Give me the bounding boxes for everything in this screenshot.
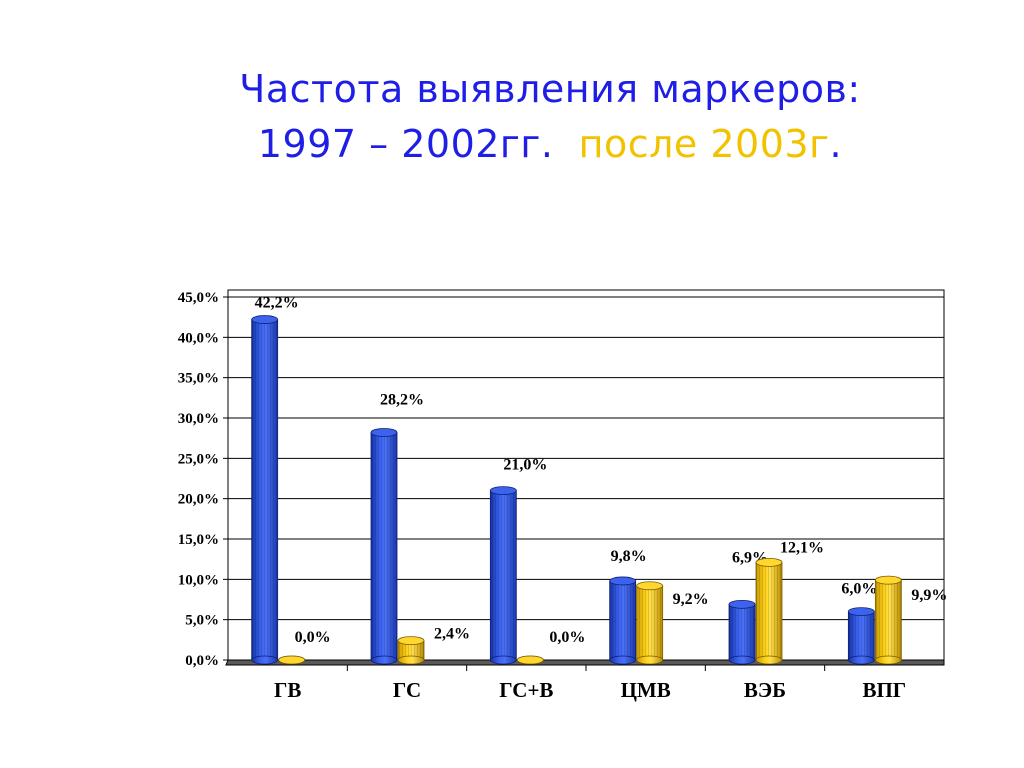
- bar-texture: [251, 319, 278, 660]
- bar-base: [251, 655, 279, 665]
- bar-texture: [636, 585, 663, 660]
- bar-cap: [397, 636, 425, 646]
- title-period-dot: .: [829, 122, 843, 166]
- bar-cap: [370, 428, 398, 437]
- data-label: 12,1%: [780, 539, 824, 556]
- data-label: 9,8%: [611, 548, 647, 565]
- y-tick-label: 30,0%: [178, 411, 219, 427]
- plot-border: [227, 289, 945, 661]
- y-tick-label: 5,0%: [185, 613, 219, 629]
- chart-floor: [225, 659, 945, 666]
- bar-texture: [848, 611, 875, 660]
- bar-cap: [489, 486, 517, 496]
- x-category-label: ВЭБ: [744, 678, 786, 702]
- x-category-label: ГС: [393, 678, 421, 702]
- bar-cap: [728, 599, 756, 609]
- bar-texture: [490, 490, 517, 660]
- title-period-old: 1997 – 2002гг.: [257, 122, 554, 166]
- bar-texture: [398, 640, 424, 660]
- data-label: 2,4%: [434, 626, 470, 643]
- data-label: 42,2%: [255, 295, 299, 312]
- bar-base: [728, 655, 756, 665]
- chart-title: Частота выявления маркеров: 1997 – 2002г…: [0, 62, 1024, 172]
- bar-cap: [874, 575, 902, 585]
- bar-base: [847, 655, 875, 665]
- y-tick-label: 35,0%: [178, 371, 219, 387]
- bar-texture: [609, 580, 636, 660]
- y-tick-label: 0,0%: [185, 653, 219, 669]
- bar-base: [636, 655, 664, 665]
- bar-texture: [756, 562, 782, 660]
- x-category-label: ЦМВ: [621, 678, 671, 702]
- data-label: 28,2%: [380, 392, 424, 409]
- data-label: 9,2%: [673, 591, 709, 608]
- bar-base: [609, 655, 637, 665]
- y-tick-label: 20,0%: [178, 492, 219, 508]
- data-label: 6,0%: [841, 581, 877, 598]
- bar-cap: [251, 315, 279, 324]
- y-tick-label: 10,0%: [178, 572, 219, 588]
- plot-area: 0,0% 5,0% 10,0% 15,0% 20,0% 25,0% 30,0% 35,0% 40…: [178, 289, 947, 702]
- data-label: 0,0%: [549, 629, 585, 646]
- bar-cap: [755, 557, 783, 567]
- x-category-label: ВПГ: [862, 678, 906, 702]
- title-line-2: 1997 – 2002гг. после 2003г.: [0, 117, 1024, 172]
- y-tick-label: 25,0%: [178, 451, 219, 467]
- bar-cap: [609, 576, 637, 586]
- y-tick-label: 15,0%: [178, 532, 219, 548]
- data-label: 9,9%: [911, 587, 947, 604]
- x-category-label: ГВ: [274, 678, 301, 702]
- bar-texture: [875, 580, 902, 660]
- bar-base: [370, 655, 398, 665]
- bar-base: [874, 655, 902, 665]
- bar-texture: [371, 432, 397, 660]
- bar-cap: [278, 655, 306, 665]
- bar-base: [397, 655, 425, 665]
- bar-base: [755, 655, 783, 665]
- data-label: 0,0%: [295, 629, 331, 646]
- data-label: 21,0%: [503, 457, 547, 474]
- bar-cap: [636, 581, 664, 591]
- title-line-1: Частота выявления маркеров:: [239, 67, 861, 111]
- y-tick-label: 45,0%: [178, 290, 219, 306]
- bar-cap: [847, 607, 875, 616]
- bar-cap: [516, 655, 544, 665]
- x-category-label: ГС+В: [499, 678, 553, 702]
- title-period-new: после 2003г: [578, 122, 830, 166]
- y-tick-label: 40,0%: [178, 330, 219, 346]
- bar-texture: [729, 604, 755, 660]
- bar-base: [489, 655, 517, 665]
